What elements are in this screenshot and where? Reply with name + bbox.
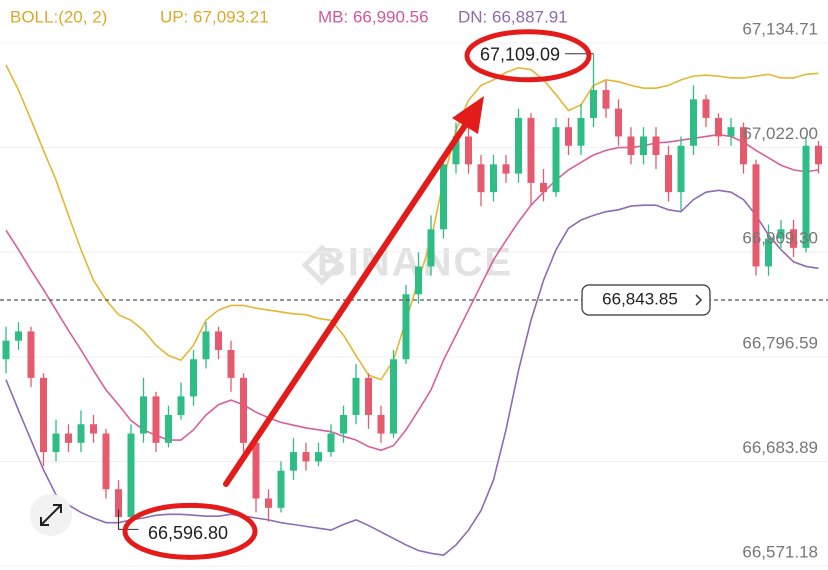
candle-body: [390, 359, 397, 434]
candle-body: [2, 340, 10, 360]
candle-body: [190, 359, 197, 397]
candle-body: [765, 238, 772, 267]
candle-body: [702, 99, 710, 118]
candle-body: [252, 442, 260, 499]
candle-body: [115, 489, 122, 518]
candle-body: [665, 155, 672, 193]
candle-body: [552, 127, 560, 193]
low-leader: [118, 509, 139, 530]
candle-body: [202, 331, 210, 360]
candle-body: [577, 117, 585, 146]
candle-body: [465, 136, 472, 165]
candle-body: [815, 145, 822, 165]
candle-body: [427, 229, 435, 267]
candle-body: [490, 164, 497, 193]
boll-header: UP: 67,093.21: [160, 7, 269, 26]
candle-body: [40, 377, 47, 453]
candle-body: [340, 414, 347, 434]
candle-body: [740, 127, 747, 165]
boll-header: DN: 66,887.91: [458, 7, 568, 26]
candle-body: [715, 117, 722, 137]
candle-body: [327, 433, 335, 453]
candle-body: [315, 452, 322, 462]
candle-body: [177, 396, 185, 415]
boll-header: BOLL:(20, 2): [10, 7, 107, 26]
candle-body: [302, 452, 310, 462]
y-tick-label: 66,571.18: [742, 543, 818, 562]
candle-body: [652, 136, 660, 156]
candle-body: [52, 433, 60, 453]
candle-body: [790, 229, 797, 248]
watermark-logo: [301, 244, 343, 286]
candle-body: [777, 229, 785, 239]
candle-body: [90, 424, 97, 434]
last-price-label: 66,843.85: [602, 289, 678, 308]
expand-icon: [40, 504, 62, 526]
candle-body: [165, 414, 172, 443]
candle-body: [277, 470, 285, 508]
candle-body: [452, 136, 460, 165]
candle-body: [127, 433, 135, 518]
candle-body: [515, 117, 522, 174]
candle-body: [565, 127, 572, 146]
arrow-head: [452, 96, 484, 134]
candle-body: [415, 266, 422, 295]
candle-body: [540, 182, 547, 193]
candle-body: [15, 331, 22, 341]
y-tick-label: 67,022.00: [742, 124, 818, 143]
candle-body: [290, 452, 297, 471]
candle-body: [477, 164, 485, 193]
last-price-chevron: [695, 294, 703, 306]
candle-body: [65, 433, 72, 443]
candle-body: [627, 136, 635, 156]
candle-body: [365, 377, 372, 415]
low-circle: [122, 502, 258, 560]
y-tick-label: 67,134.71: [742, 19, 818, 38]
y-tick-label: 66,909.30: [742, 229, 818, 248]
candle-body: [402, 294, 410, 360]
y-tick-label: 66,683.89: [742, 438, 818, 457]
candle-body: [640, 136, 647, 156]
candle-body: [377, 414, 385, 434]
candle-body: [27, 331, 35, 378]
boll-line: [5, 64, 819, 381]
candle-body: [752, 164, 760, 267]
candle-body: [227, 349, 235, 378]
candle-body: [727, 127, 735, 137]
candle-body: [440, 164, 447, 230]
low-label: 66,596.80: [148, 523, 228, 543]
candle-body: [615, 108, 622, 137]
boll-line: [5, 189, 819, 556]
candle-body: [802, 145, 810, 248]
arrow-shaft: [223, 115, 473, 487]
candle-body: [502, 164, 510, 174]
high-circle: [464, 29, 592, 83]
candle-body: [215, 331, 222, 350]
candle-body: [240, 377, 247, 443]
candle-body: [265, 498, 272, 508]
candle-body: [140, 396, 147, 434]
last-price-tag: [581, 284, 711, 316]
candle-body: [77, 424, 85, 443]
y-tick-label: 66,796.59: [742, 333, 818, 352]
candle-body: [152, 396, 160, 443]
candle-body: [602, 90, 610, 109]
high-label: 67,109.09: [480, 45, 560, 65]
candle-body: [527, 117, 535, 183]
candle-body: [590, 90, 597, 118]
boll-header: MB: 66,990.56: [318, 7, 429, 26]
candle-body: [102, 433, 110, 490]
candle-body: [677, 145, 685, 193]
watermark: BINANCE: [317, 241, 513, 285]
candle-body: [352, 377, 360, 415]
candle-body: [690, 99, 697, 146]
